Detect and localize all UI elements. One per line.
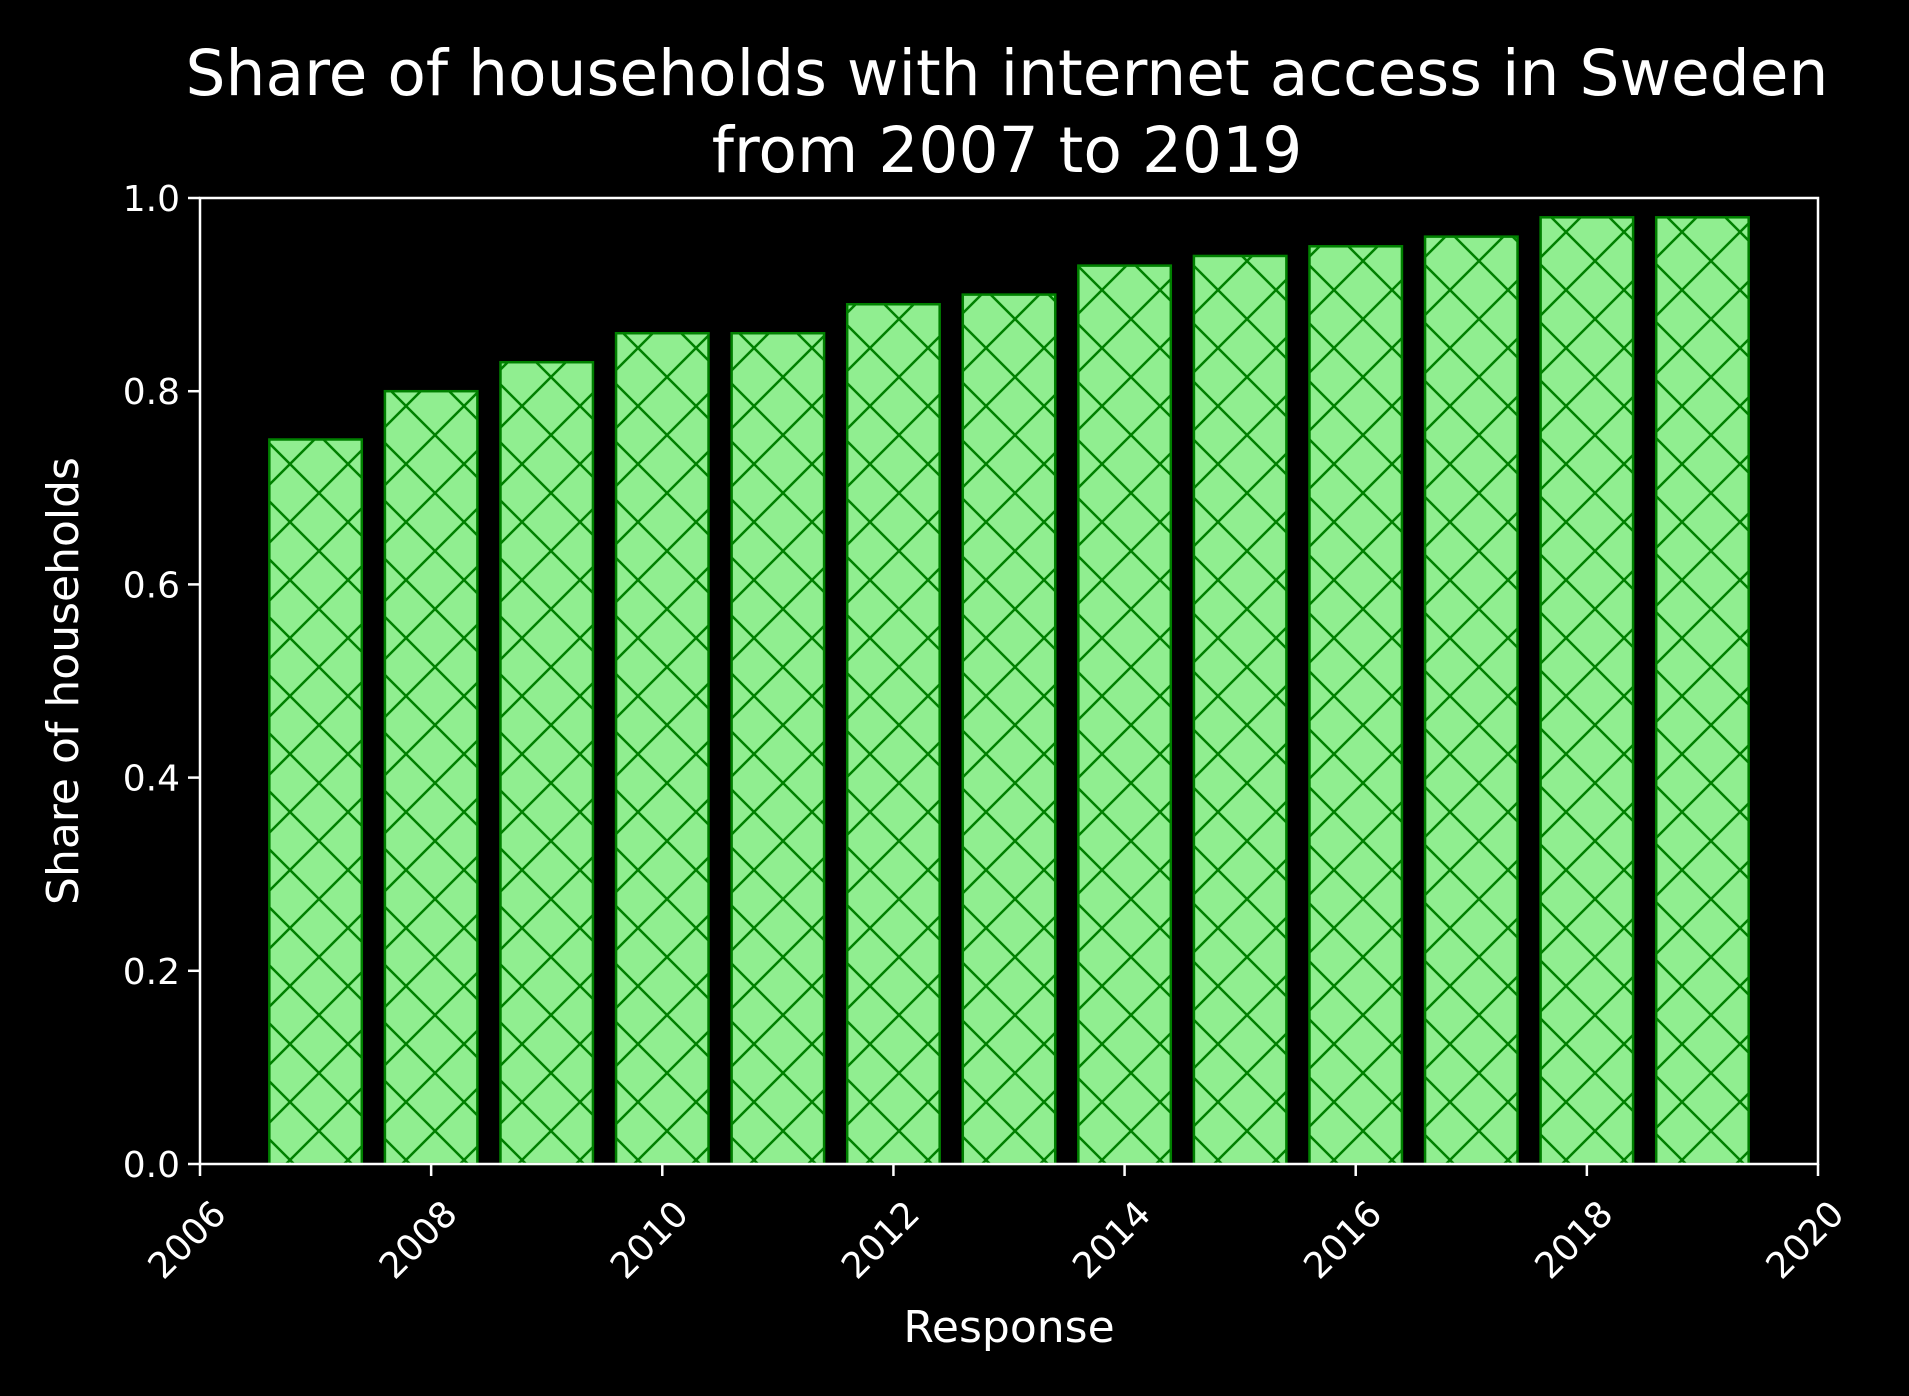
y-axis: 0.0 0.2 0.4 0.6 0.8 1.0 — [123, 179, 200, 1186]
bar-2011 — [730, 331, 826, 1166]
bar-2007 — [268, 438, 364, 1166]
y-tick-label: 0.2 — [123, 952, 180, 993]
y-tick-label: 0.0 — [123, 1145, 180, 1186]
bar-2010 — [614, 331, 710, 1166]
bar-2015 — [1192, 254, 1288, 1166]
bar-2012 — [845, 303, 941, 1166]
chart-title: Share of households with internet access… — [186, 37, 1829, 187]
bar-2009 — [499, 360, 595, 1166]
x-tick-label: 2006 — [141, 1193, 235, 1287]
plot-frame — [198, 196, 1820, 1166]
chart-title-line: from 2007 to 2019 — [712, 114, 1303, 187]
y-tick-label: 1.0 — [123, 179, 180, 220]
x-tick-label: 2010 — [603, 1193, 697, 1287]
bar-2016 — [1308, 245, 1404, 1166]
bar-2014 — [1077, 264, 1173, 1166]
x-axis: 2006 2008 2010 2012 2014 2016 2018 2020 — [141, 1164, 1853, 1287]
y-tick-label: 0.6 — [123, 565, 180, 606]
x-tick-label: 2008 — [372, 1193, 466, 1287]
y-tick-label: 0.8 — [123, 372, 180, 413]
x-axis-label: Response — [903, 1302, 1114, 1353]
y-axis-label: Share of households — [38, 457, 89, 905]
x-tick-label: 2016 — [1296, 1193, 1390, 1287]
bar-2008 — [383, 389, 479, 1166]
bar-2018 — [1539, 216, 1635, 1166]
x-tick-label: 2014 — [1065, 1193, 1159, 1287]
bars-group — [268, 216, 1750, 1166]
x-tick-label: 2012 — [834, 1193, 928, 1287]
x-tick-label: 2020 — [1759, 1193, 1853, 1287]
x-tick-label: 2018 — [1528, 1193, 1622, 1287]
bar-2017 — [1423, 235, 1519, 1166]
chart-title-line: Share of households with internet access… — [186, 37, 1829, 110]
bar-2013 — [961, 293, 1057, 1166]
y-tick-label: 0.4 — [123, 759, 180, 800]
bar-2019 — [1654, 216, 1750, 1166]
